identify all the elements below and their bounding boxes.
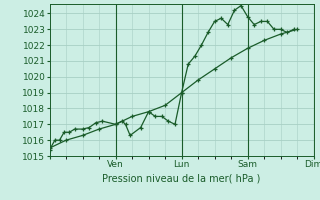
X-axis label: Pression niveau de la mer( hPa ): Pression niveau de la mer( hPa ) — [102, 173, 261, 183]
